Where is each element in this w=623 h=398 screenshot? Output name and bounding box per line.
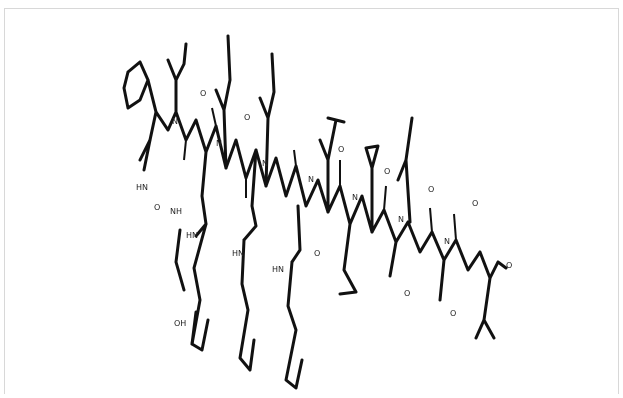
atom-label-n-5: N [352, 193, 358, 202]
atom-labels: HN NH HN HN HN OH N N N N N N N O O O O … [136, 89, 512, 328]
carbonyl-stubs [183, 107, 457, 241]
atom-label-o-1: O [200, 89, 206, 98]
atom-label-o-10: O [450, 309, 456, 318]
atom-label-o-9: O [404, 289, 410, 298]
atom-label-o-8: O [314, 249, 320, 258]
backbone [154, 110, 492, 280]
atom-label-n-7: N [444, 237, 450, 246]
frame-border-left [4, 8, 5, 394]
atom-label-o-3: O [244, 113, 250, 122]
atom-label-n-4: N [308, 175, 314, 184]
side-chains-bottom [174, 148, 508, 390]
atom-label-o-7: O [472, 199, 478, 208]
atom-label-hn-1: HN [136, 183, 148, 192]
atom-label-o-5: O [384, 167, 390, 176]
atom-label-n-1: N [172, 117, 178, 126]
atom-label-n-6: N [398, 215, 404, 224]
atom-label-n-3: N [262, 159, 268, 168]
atom-label-hn-3: HN [232, 249, 244, 258]
atom-label-o-11: O [506, 261, 512, 270]
atom-label-o-4: O [338, 145, 344, 154]
frame-border-top [4, 8, 619, 9]
atom-label-n-2: N [216, 139, 222, 148]
atom-label-hn-4: HN [272, 265, 284, 274]
atom-label-nh-1: NH [170, 207, 182, 216]
phenyl-ring-left [122, 60, 158, 172]
atom-label-o-6: O [428, 185, 434, 194]
atom-label-o-2: O [154, 203, 160, 212]
side-chains-top [166, 34, 414, 234]
atom-label-hn-2: HN [186, 231, 198, 240]
frame-border-right [618, 8, 619, 394]
atom-label-oh: OH [174, 319, 186, 328]
